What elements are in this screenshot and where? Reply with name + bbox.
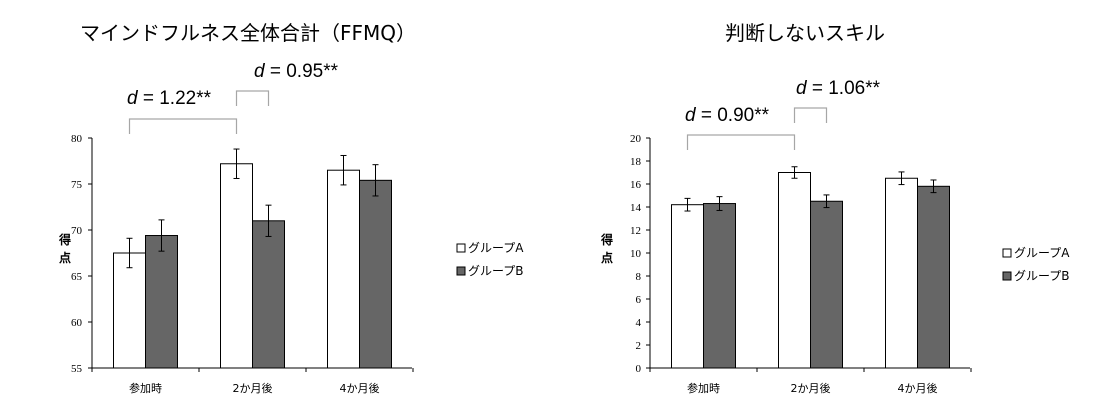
y-tick-label: 4 [636, 317, 642, 329]
legend-label: グループA [468, 241, 524, 255]
bar [917, 185, 950, 369]
effect-size-value: = 0.90** [696, 105, 770, 126]
effect-size-label: d = 1.22** [127, 88, 212, 109]
effect-size-value: = 0.95** [265, 61, 339, 82]
y-tick-label: 75 [71, 179, 83, 191]
effect-size-symbol: d [796, 78, 808, 99]
y-axis-label: 点 [601, 250, 613, 265]
x-tick-label: 参加時 [687, 381, 720, 395]
bar [885, 177, 918, 369]
bar [671, 204, 704, 369]
legend-swatch [456, 243, 466, 253]
y-tick-label: 14 [630, 202, 642, 214]
x-tick-label: 4か月後 [898, 381, 938, 395]
y-tick-label: 55 [71, 363, 83, 375]
y-axis-label: 得 [58, 232, 71, 247]
effect-size-label: d = 0.90** [685, 105, 770, 126]
bar [145, 235, 178, 369]
effect-size-label: d = 1.06** [796, 78, 881, 99]
chart-title: 判断しないスキル [725, 21, 885, 45]
y-tick-label: 20 [630, 133, 642, 145]
y-tick-label: 12 [630, 225, 641, 237]
y-axis-label: 点 [59, 250, 71, 265]
bar [113, 252, 146, 369]
y-tick-label: 65 [71, 271, 83, 283]
significance-bracket [686, 134, 796, 150]
x-tick-label: 参加時 [129, 381, 162, 395]
y-tick-label: 6 [636, 294, 642, 306]
legend-swatch [1002, 248, 1012, 258]
y-tick-label: 8 [636, 271, 642, 283]
bar [778, 172, 811, 369]
y-tick-label: 60 [71, 317, 83, 329]
legend-label: グループB [468, 264, 524, 278]
legend-label: グループB [1014, 269, 1070, 283]
y-tick-label: 80 [71, 133, 83, 145]
significance-bracket [793, 107, 828, 123]
effect-size-symbol: d [254, 61, 266, 82]
effect-size-symbol: d [685, 105, 697, 126]
chart-1: マインドフルネス全体合計（FFMQ） 55 60 65 70 75 80 参加時 2か月後 4か月… [58, 21, 524, 395]
x-tick-label: 2か月後 [233, 381, 273, 395]
bar [327, 169, 360, 369]
y-tick-label: 18 [630, 156, 642, 168]
bar [359, 179, 392, 369]
y-tick-label: 70 [71, 225, 83, 237]
y-tick-label: 10 [630, 248, 642, 260]
bar [220, 163, 253, 369]
chart-2: 判断しないスキル 0 2 4 6 8 10 12 14 16 18 20 参加時 2か月後 4か月後 得点 d … [600, 21, 1070, 395]
effect-size-symbol: d [127, 88, 139, 109]
y-axis-label: 得 [600, 232, 613, 247]
x-tick-label: 2か月後 [791, 381, 831, 395]
legend-swatch [456, 266, 466, 276]
effect-size-value: = 1.06** [807, 78, 881, 99]
chart-title: マインドフルネス全体合計（FFMQ） [80, 21, 416, 45]
bar [703, 203, 736, 369]
significance-bracket [128, 118, 238, 134]
y-tick-label: 2 [636, 340, 642, 352]
effect-size-value: = 1.22** [138, 88, 212, 109]
significance-bracket [235, 90, 270, 106]
legend-swatch [1002, 271, 1012, 281]
bar [810, 200, 843, 369]
x-tick-label: 4か月後 [340, 381, 380, 395]
effect-size-label: d = 0.95** [254, 61, 339, 82]
y-tick-label: 16 [630, 179, 642, 191]
y-tick-label: 0 [636, 363, 642, 375]
bar [252, 220, 285, 369]
legend-label: グループA [1014, 246, 1070, 260]
